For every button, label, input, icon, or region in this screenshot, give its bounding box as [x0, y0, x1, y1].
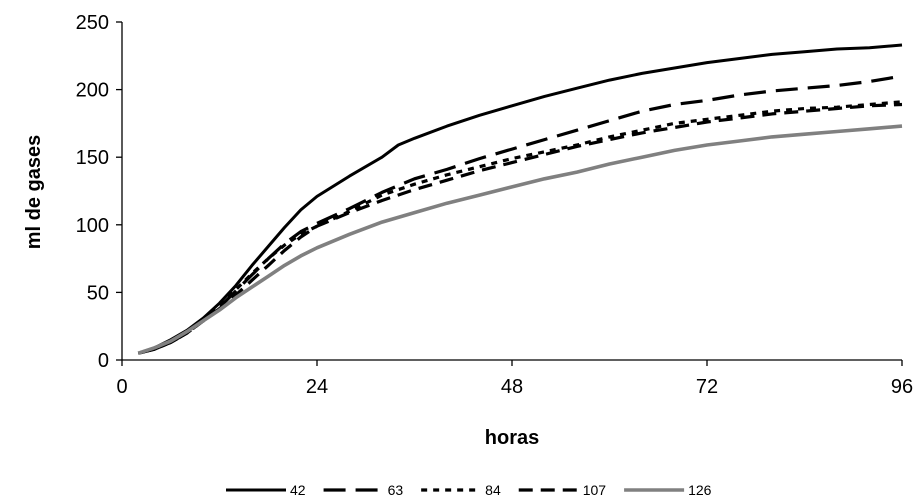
- series-lines: [137, 43, 903, 355]
- series-line-42: [137, 43, 903, 355]
- legend-label-42: 42: [290, 482, 306, 498]
- legend-label-63: 63: [388, 482, 404, 498]
- y-tick-label: 0: [98, 350, 109, 372]
- x-tick-label: 24: [306, 376, 328, 398]
- series-line-107: [137, 102, 903, 355]
- legend-label-126: 126: [688, 482, 712, 498]
- x-tick-label: 96: [891, 376, 913, 398]
- legend: 42 63 84 107 126: [226, 482, 712, 498]
- x-axis-title: horas: [485, 427, 539, 449]
- series-line-126: [137, 124, 903, 355]
- y-tick-label: 150: [76, 147, 109, 169]
- y-tick-label: 200: [76, 80, 109, 102]
- y-tick-labels: 0 50 100 150 200 250: [76, 12, 109, 372]
- series-line-63: [137, 74, 903, 355]
- x-tick-label: 72: [696, 376, 718, 398]
- legend-label-84: 84: [485, 482, 501, 498]
- x-tick-label: 48: [501, 376, 523, 398]
- y-tick-label: 250: [76, 12, 109, 34]
- x-tick-labels: 0 24 48 72 96: [116, 376, 913, 398]
- chart-axes: [116, 21, 903, 366]
- legend-label-107: 107: [583, 482, 607, 498]
- y-axis-title: ml de gases: [23, 135, 45, 250]
- series-line-84: [137, 100, 903, 355]
- y-tick-label: 100: [76, 215, 109, 237]
- y-tick-label: 50: [87, 282, 109, 304]
- x-tick-label: 0: [116, 376, 127, 398]
